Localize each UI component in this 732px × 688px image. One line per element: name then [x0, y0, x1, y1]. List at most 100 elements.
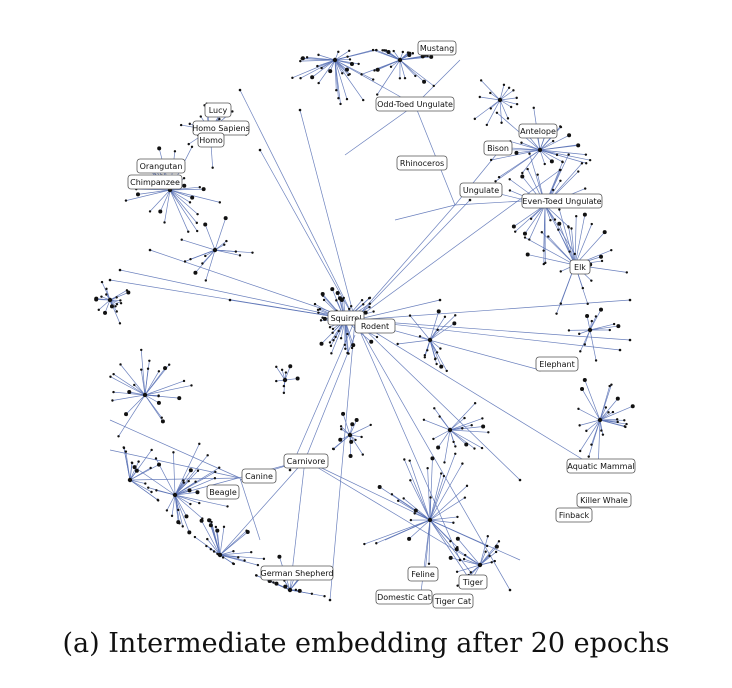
leaf-node: [195, 229, 199, 233]
spoke-edge: [429, 315, 456, 341]
leaf-node: [423, 353, 427, 357]
leaf-node: [407, 51, 410, 54]
leaf-node: [454, 547, 459, 552]
node-label-tiger: Tiger: [458, 574, 488, 590]
leaf-node: [432, 437, 435, 441]
spoke-edge: [202, 249, 216, 264]
leaf-node: [442, 474, 446, 478]
leaf-node: [439, 347, 442, 350]
leaf-node: [103, 310, 108, 315]
leaf-node: [147, 486, 150, 489]
spoke-edge: [300, 59, 336, 79]
spoke-edge: [311, 59, 336, 78]
spoke-edge: [144, 380, 185, 396]
leaf-node: [461, 462, 464, 465]
spoke-edge: [449, 429, 483, 449]
spoke-edge: [437, 429, 451, 448]
spoke-edge: [144, 394, 159, 397]
hub-node: [477, 562, 483, 568]
hub-node: [127, 477, 133, 483]
leaf-node: [288, 468, 292, 472]
leaf-node: [403, 76, 407, 80]
leaf-node: [297, 589, 301, 592]
spoke-edge: [589, 309, 602, 331]
leaf-node: [354, 417, 359, 422]
leaf-node: [618, 348, 622, 352]
leaf-node: [187, 530, 192, 535]
hub-node: [332, 57, 338, 63]
leaf-node: [100, 295, 103, 298]
spoke-edge: [113, 373, 146, 396]
leaf-node: [401, 50, 405, 54]
spoke-edge: [334, 59, 341, 105]
leaf-node: [454, 445, 457, 448]
leaf-node: [418, 335, 422, 338]
spoke-edge: [499, 87, 510, 101]
spoke-edge: [334, 59, 351, 61]
leaf-node: [578, 332, 581, 336]
leaf-node: [396, 342, 399, 346]
leaf-node: [559, 179, 562, 182]
leaf-node: [587, 455, 590, 458]
label-box: [354, 318, 396, 334]
leaf-node: [484, 550, 487, 553]
hub-node: [287, 587, 293, 593]
spoke-edge: [334, 50, 350, 61]
spoke-edge: [499, 99, 502, 123]
leaf-node: [345, 97, 349, 101]
leaf-node: [567, 226, 570, 229]
spoke-edge: [149, 189, 171, 212]
spoke-edge: [449, 402, 476, 431]
leaf-node: [119, 299, 122, 302]
spoke-edge: [599, 419, 626, 428]
leaf-node: [319, 319, 323, 322]
leaf-node: [225, 239, 228, 243]
leaf-node: [218, 117, 221, 121]
node-label-lucy: Lucy: [204, 102, 232, 118]
leaf-node: [335, 291, 340, 296]
leaf-node: [549, 159, 554, 164]
leaf-node: [624, 425, 627, 429]
leaf-node: [361, 453, 364, 456]
leaf-node: [458, 558, 462, 562]
spoke-edge: [292, 59, 336, 79]
leaf-node: [100, 280, 104, 284]
spoke-edge: [174, 443, 200, 496]
spoke-edge: [528, 204, 546, 240]
leaf-node: [360, 435, 363, 439]
leaf-node: [199, 115, 202, 118]
spoke-edge: [574, 231, 605, 266]
leaf-node: [493, 559, 496, 563]
spoke-edge: [586, 315, 591, 331]
leaf-node: [210, 520, 213, 524]
spoke-edge: [456, 564, 481, 573]
spoke-edge: [539, 126, 562, 151]
leaf-node: [508, 189, 512, 192]
leaf-node: [339, 425, 343, 428]
node-label-chimpanzee: Chimpanzee: [127, 174, 183, 190]
leaf-node: [478, 95, 482, 99]
odd-toed-edge: [344, 104, 416, 156]
canine-edge: [129, 477, 241, 481]
spoke-edge: [129, 461, 139, 481]
leaf-node: [338, 437, 343, 442]
leaf-node: [372, 310, 375, 313]
leaf-node: [196, 469, 200, 472]
spoke-edge: [219, 531, 248, 556]
leaf-node: [567, 153, 570, 156]
leaf-node: [567, 133, 572, 138]
hub-node: [447, 427, 453, 433]
node-label-canine: Canine: [241, 468, 277, 484]
leaf-node: [369, 339, 374, 344]
label-box: [459, 182, 503, 198]
leaf-node: [452, 321, 457, 326]
leaf-node: [494, 180, 497, 183]
spoke-edge: [181, 239, 216, 251]
long-edge: [354, 319, 621, 351]
leaf-node: [299, 59, 302, 63]
spoke-edge: [559, 209, 576, 266]
label-box: [396, 155, 448, 171]
spoke-edge: [544, 204, 570, 252]
spoke-edge: [558, 229, 576, 266]
leaf-node: [347, 49, 351, 52]
